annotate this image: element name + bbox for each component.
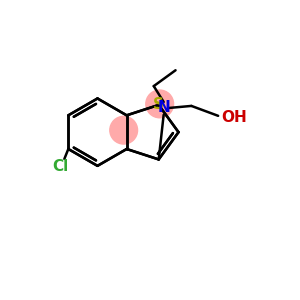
Text: Cl: Cl [52, 159, 68, 174]
Circle shape [146, 90, 174, 118]
Text: N: N [157, 100, 170, 116]
Text: S: S [153, 98, 164, 112]
Text: OH: OH [221, 110, 247, 125]
Circle shape [110, 116, 138, 144]
